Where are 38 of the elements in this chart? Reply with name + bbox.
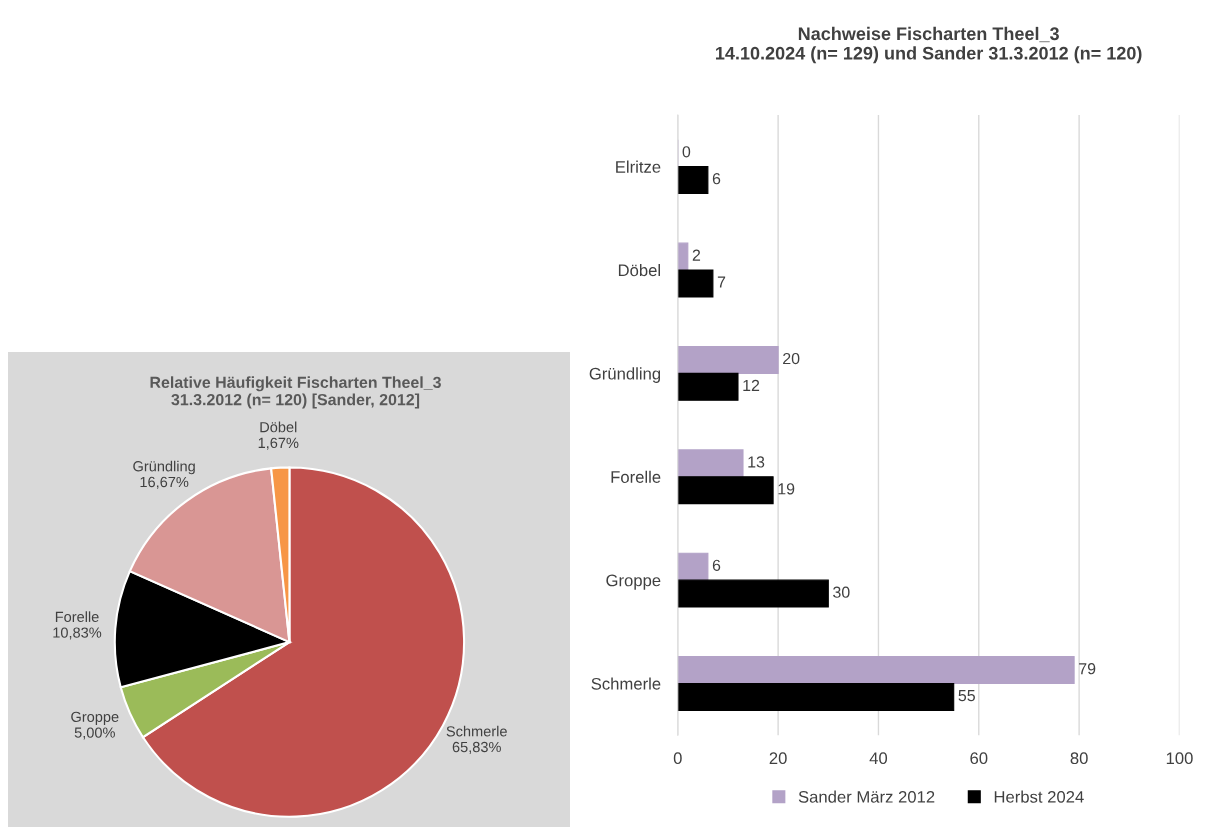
data-label: 30 [833,586,850,598]
x-tick-label: 40 [869,752,888,765]
x-tick-label: 80 [1070,752,1088,765]
y-tick-label: Schmerle [591,677,661,690]
data-label: 13 [748,456,765,468]
data-label: 19 [778,483,795,495]
data-label: 55 [958,690,975,702]
chart-title: Nachweise Fischarten Theel_3 14.10.2024 (n= 129) und Sander 31.3.2012 (n= 120) [716,26,1142,64]
x-tick-label: 0 [673,752,682,765]
x-tick-label: 100 [1166,752,1193,765]
data-label: 6 [712,173,721,185]
slice-label: Forelle [55,611,99,623]
data-label: 12 [743,379,760,391]
data-label: 5,00% [74,727,115,740]
data-label: 79 [1079,663,1096,675]
y-tick-label: Döbel [618,263,660,277]
slice-label: Schmerle [446,725,507,737]
y-tick-label: Elritze [616,160,661,173]
data-label: 16,67% [140,476,189,489]
slice-label: Döbel [260,421,297,433]
y-tick-label: Gründling [589,367,661,383]
data-label: 0 [682,146,691,158]
data-label: 2 [692,249,701,261]
data-label: 10,83% [53,627,102,640]
chart-title: Relative Häufigkeit Fischarten Theel_3 31.3.2012 (n= 120) [Sander, 2012] [150,376,441,409]
data-label: 20 [783,352,800,365]
x-tick-label: 60 [970,752,988,765]
legend-label: Herbst 2024 [994,790,1084,803]
slice-label: Gründling [133,460,195,475]
x-tick-label: 20 [769,752,787,765]
data-label: 65,83% [452,741,501,754]
data-label: 6 [712,559,721,571]
data-label: 1,67% [258,437,299,450]
legend-label: Sander März 2012 [798,790,935,803]
y-tick-label: Groppe [606,574,661,590]
slice-label: Groppe [71,711,119,725]
y-tick-label: Forelle [611,470,661,483]
data-label: 7 [717,276,726,288]
